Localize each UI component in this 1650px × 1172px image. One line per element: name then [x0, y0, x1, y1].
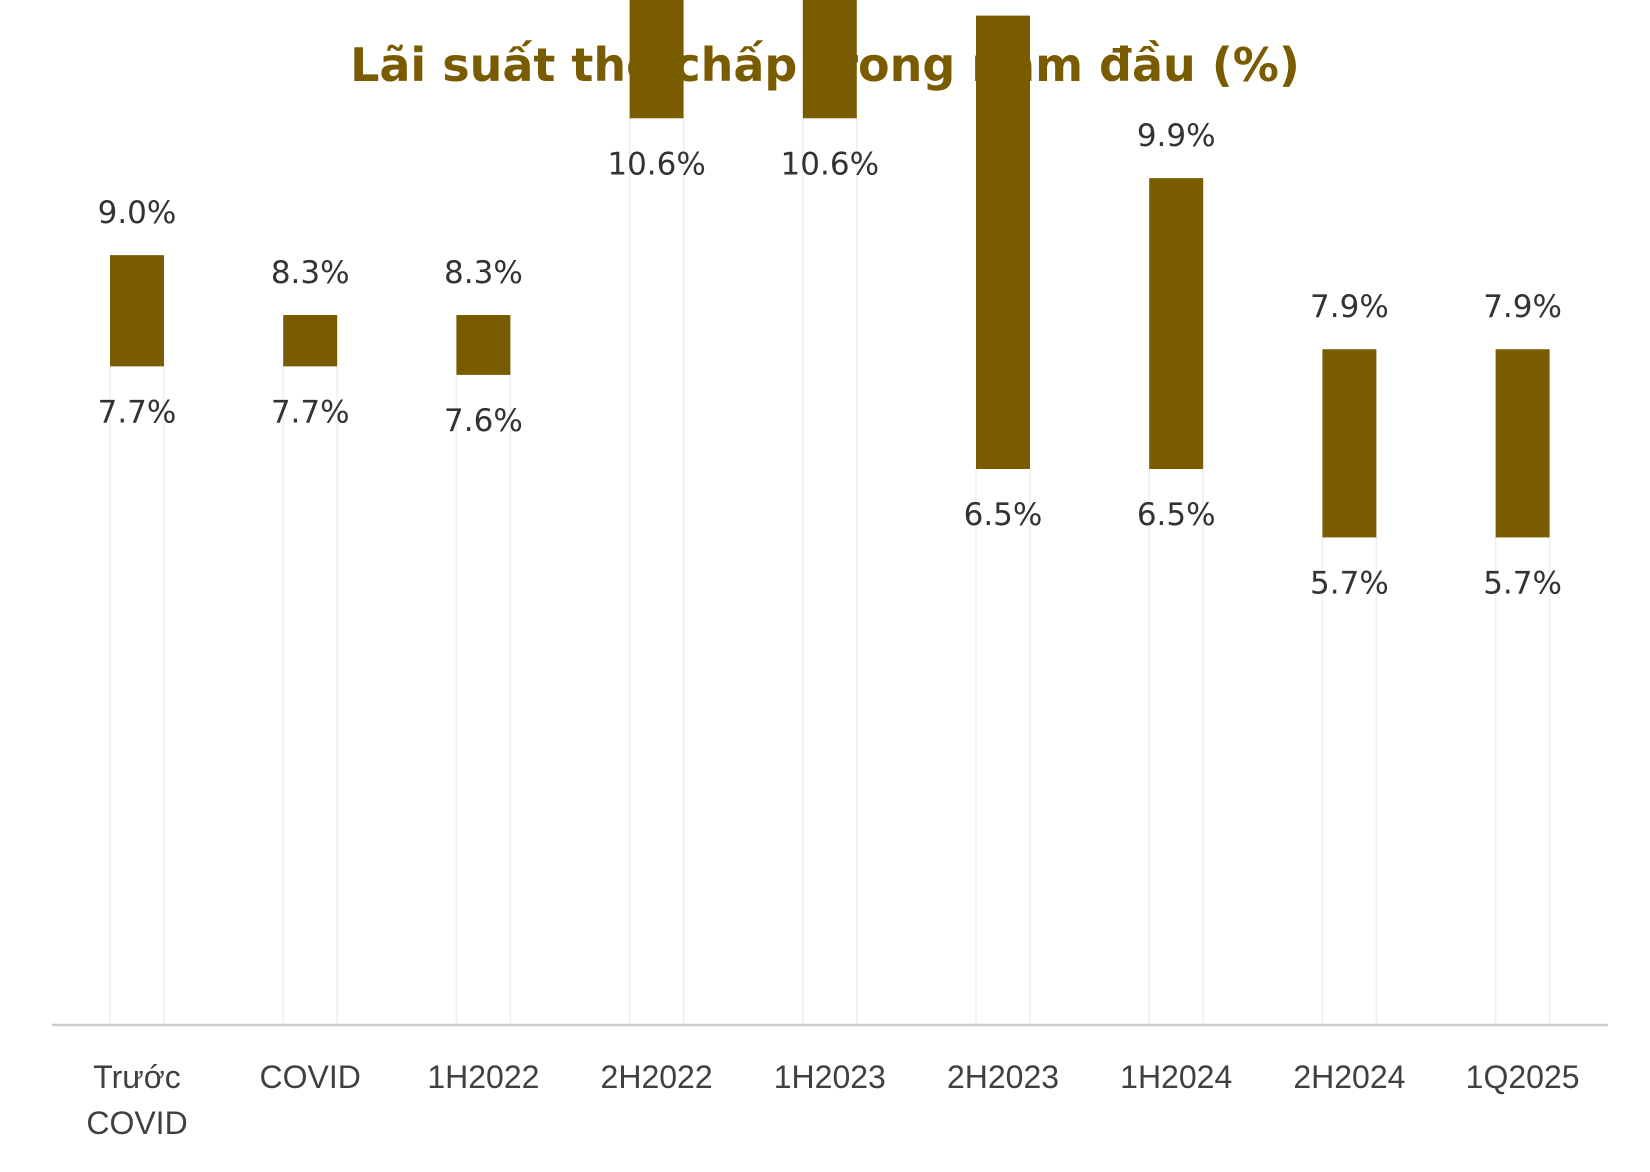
x-tick-label: 1H2024	[1120, 1059, 1232, 1095]
range-bar	[283, 315, 338, 367]
high-value-label: 9.0%	[98, 195, 177, 231]
range-bar	[110, 255, 164, 367]
high-value-label: 7.9%	[1310, 289, 1389, 325]
low-value-label: 7.7%	[98, 394, 177, 430]
range-bar	[802, 0, 857, 119]
range-bars	[110, 0, 1550, 538]
x-tick-label: Trước COVID	[86, 1059, 187, 1141]
low-value-label: 6.5%	[964, 497, 1043, 533]
range-bar	[456, 315, 511, 375]
data-labels: 9.0%7.7%8.3%7.7%8.3%7.6%13.1%10.6%12.2%1…	[98, 118, 1562, 601]
x-tick-label: 1H2022	[427, 1059, 539, 1095]
range-bar	[1322, 349, 1377, 538]
low-value-label: 10.6%	[781, 146, 879, 182]
high-value-label: 9.9%	[1137, 118, 1216, 154]
high-value-label: 7.9%	[1483, 289, 1562, 325]
range-bar	[1495, 349, 1550, 538]
x-tick-label: COVID	[260, 1059, 361, 1095]
high-value-label: 8.3%	[271, 255, 350, 291]
low-value-label: 6.5%	[1137, 497, 1216, 533]
x-tick-labels: Trước COVID COVID 1H2022 2H2022 1H2023 2H2023 1…	[86, 1059, 1579, 1141]
x-tick-label: 2H2022	[601, 1059, 713, 1095]
x-tick-label: 1Q2025	[1466, 1059, 1580, 1095]
high-value-label: 8.3%	[444, 255, 523, 291]
x-tick-label: 2H2023	[947, 1059, 1059, 1095]
x-tick-label: 2H2024	[1293, 1059, 1405, 1095]
low-value-label: 10.6%	[607, 146, 705, 182]
low-value-label: 5.7%	[1483, 565, 1562, 601]
guide-lines	[109, 118, 1551, 1025]
low-value-label: 7.6%	[444, 403, 523, 439]
range-bar	[629, 0, 684, 119]
range-bar	[1149, 178, 1204, 469]
range-bar	[976, 15, 1030, 469]
low-value-label: 7.7%	[271, 394, 350, 430]
low-value-label: 5.7%	[1310, 565, 1389, 601]
x-tick-label: 1H2023	[774, 1059, 886, 1095]
